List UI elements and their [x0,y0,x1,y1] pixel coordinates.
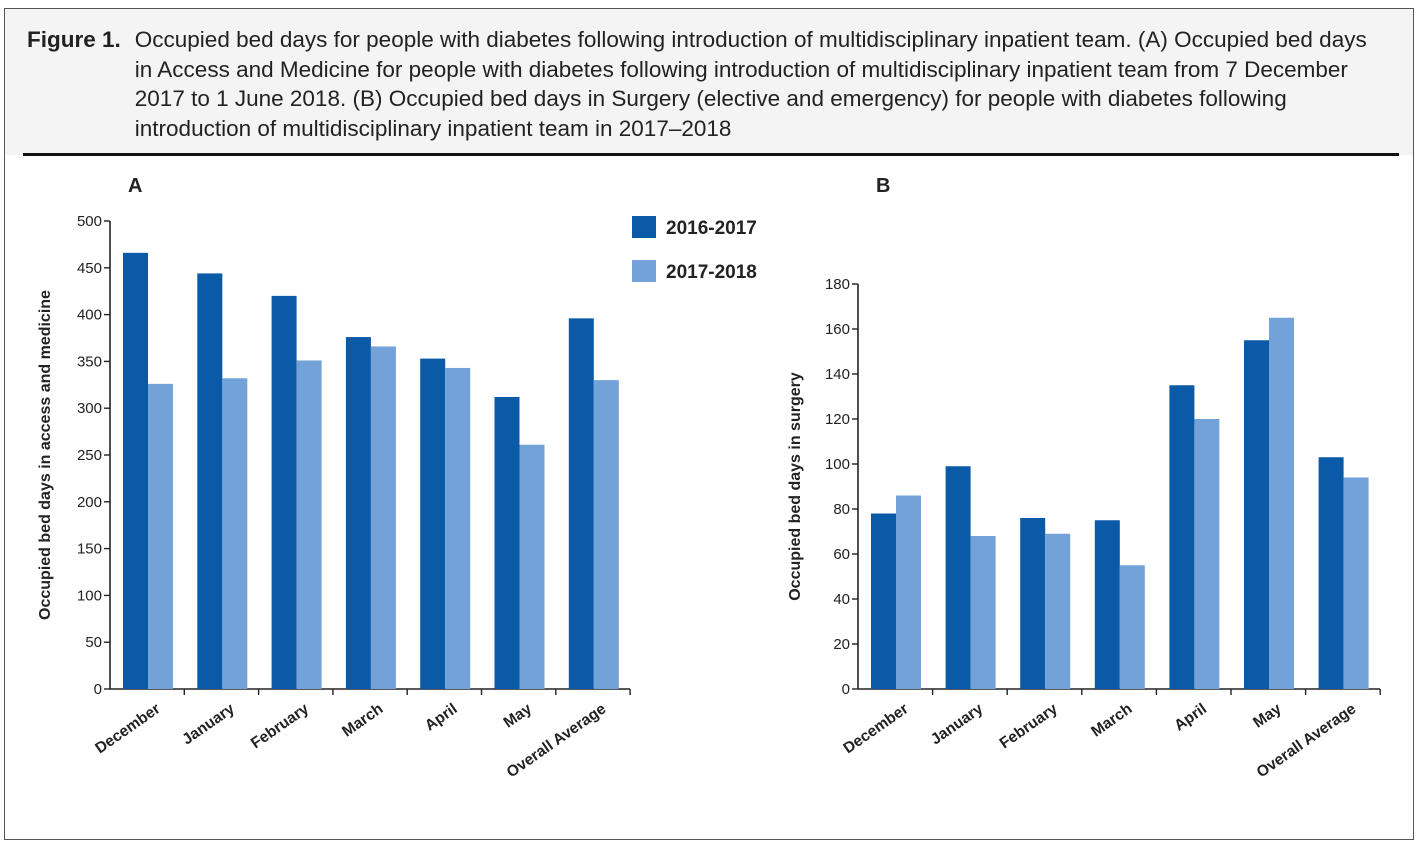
chart-b-bar-2016-2017 [1094,520,1120,689]
chart-b-category-label: April [1171,700,1210,734]
chart-a-y-tick-label: 0 [94,681,102,698]
chart-b-bar-2017-2018 [1269,317,1294,689]
legend-label-2017-2018: 2017-2018 [666,262,757,283]
legend-swatch-2017-2018 [632,260,656,282]
chart-b-bar-2017-2018 [970,536,996,689]
chart-b-category-label: December [840,700,911,757]
chart-a-bar-2016-2017 [568,318,594,689]
chart-a-bar-2017-2018 [445,367,471,689]
chart-a-y-tick-label: 150 [77,541,102,558]
chart-b-y-tick-label: 60 [833,546,850,563]
legend-label-2016-2017: 2016-2017 [666,218,757,239]
chart-a-y-axis-title: Occupied bed days in access and medicine [37,290,54,620]
chart-b-bar-2017-2018 [1045,533,1071,689]
chart-b-y-tick-label: 120 [825,411,850,428]
chart-b-category-label: May [1250,700,1285,731]
chart-b-y-tick-label: 80 [833,501,850,518]
chart-a-y-tick-label: 50 [85,634,102,651]
chart-a-y-tick-label: 200 [77,494,102,511]
chart-b-y-tick-label: 0 [842,681,850,698]
figure-label: Figure 1. [27,27,121,52]
chart-b-y-tick-label: 180 [825,276,850,293]
chart-a-bar-2017-2018 [593,380,619,689]
chart-a-y-tick-label: 250 [77,447,102,464]
chart-b-bar-2016-2017 [1020,518,1046,689]
chart-b-y-tick-label: 40 [833,591,850,608]
chart-b-y-tick-label: 20 [833,636,850,653]
caption-band [5,9,1413,155]
chart-b-y-tick-label: 160 [825,321,850,338]
caption-text: Occupied bed days for people with diabet… [134,27,1367,141]
chart-a-y-tick-label: 100 [77,587,102,604]
chart-a-bar-2017-2018 [296,360,322,689]
chart-b-y-tick-label: 100 [825,456,850,473]
chart-a-category-label: February [248,700,312,752]
chart-a-y-tick-label: 300 [77,400,102,417]
legend-swatch-2016-2017 [632,216,656,238]
chart-b-bar-2016-2017 [945,466,971,689]
chart-a-bar-2016-2017 [420,358,446,689]
chart-a-y-tick-label: 500 [77,213,102,230]
chart-a-bar-2017-2018 [148,383,173,689]
chart-a-category-label: March [339,700,386,740]
chart-b-y-tick-label: 140 [825,366,850,383]
chart-b-y-axis-title: Occupied bed days in surgery [787,372,804,601]
chart-b-category-label: January [928,700,987,748]
chart-a-y-tick-label: 350 [77,353,102,370]
chart-a-bar-2016-2017 [123,252,148,689]
chart-b-bar-2017-2018 [1343,477,1369,689]
chart-a-bar-2017-2018 [222,378,248,689]
chart-a-category-label: December [92,700,163,757]
chart-a-category-label: May [500,700,535,731]
chart-b-bar-2016-2017 [1318,457,1344,689]
chart-a-bar-2017-2018 [370,346,396,689]
chart-a-y-tick-label: 400 [77,307,102,324]
figure-caption: Figure 1. Occupied bed days for people w… [27,25,1387,143]
chart-a-category-label: January [179,700,238,748]
chart-b-bar-2017-2018 [1119,565,1145,689]
chart-b-bar-2017-2018 [1194,419,1220,689]
panel-b-label: B [876,175,890,197]
chart-a-bar-2016-2017 [494,396,520,689]
chart-b-category-label: February [997,700,1061,752]
caption-divider [23,153,1399,156]
chart-a-bar-2016-2017 [345,337,371,689]
chart-b-bar-2016-2017 [1244,340,1269,689]
chart-b-category-label: March [1088,700,1135,740]
chart-b-bar-2016-2017 [871,513,896,689]
chart-a-bar-2016-2017 [197,273,223,689]
panel-a-label: A [128,175,142,197]
chart-b-bar-2017-2018 [896,495,921,689]
chart-a-y-tick-label: 450 [77,260,102,277]
chart-a-bar-2016-2017 [271,295,297,689]
chart-a-bar-2017-2018 [519,444,545,689]
chart-a-category-label: April [422,700,461,734]
chart-b-bar-2016-2017 [1169,385,1195,689]
